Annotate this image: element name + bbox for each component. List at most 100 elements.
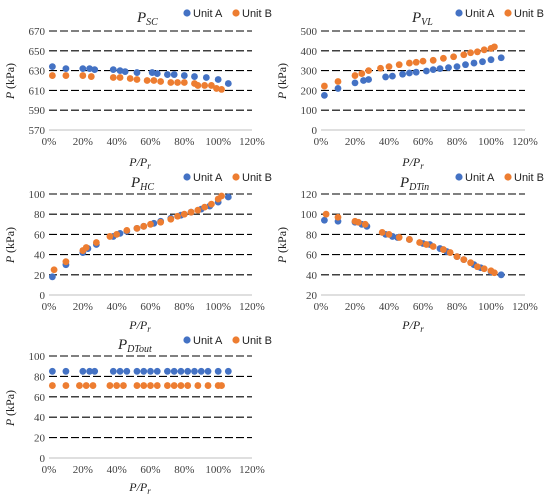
data-point-unit-a <box>79 65 87 73</box>
data-point-unit-b <box>201 82 209 89</box>
data-point-unit-a <box>321 91 328 99</box>
data-point-unit-b <box>467 259 474 267</box>
x-tick-label: 0% <box>42 464 57 476</box>
x-tick-label: 60% <box>140 464 160 476</box>
x-tick-label: 120% <box>512 136 538 148</box>
data-point-unit-b <box>79 72 87 79</box>
data-point-unit-a <box>497 54 505 62</box>
data-point-unit-b <box>385 231 393 238</box>
legend-marker <box>183 336 191 344</box>
x-tick-label: 100% <box>205 464 231 476</box>
y-tick-label: 100 <box>29 351 46 363</box>
x-tick-label: 60% <box>413 301 433 313</box>
legend-marker <box>183 9 191 17</box>
data-point-unit-b <box>48 382 56 389</box>
data-point-unit-b <box>440 246 447 253</box>
data-point-unit-a <box>365 76 372 83</box>
x-tick-label: 20% <box>345 301 365 313</box>
data-point-unit-a <box>133 367 141 375</box>
data-point-unit-b <box>62 258 70 266</box>
data-point-unit-b <box>177 382 185 389</box>
data-point-unit-a <box>153 70 161 77</box>
data-point-unit-b <box>167 79 175 86</box>
data-point-unit-b <box>322 210 330 218</box>
data-point-unit-a <box>224 367 232 375</box>
data-point-unit-a <box>164 367 171 375</box>
y-tick-label: 60 <box>306 250 318 262</box>
data-point-unit-b <box>378 228 386 236</box>
data-point-unit-b <box>416 239 423 246</box>
data-point-unit-a <box>202 74 210 81</box>
y-axis-label: P (kPa) <box>275 227 289 264</box>
legend-marker <box>232 9 240 17</box>
chart-panel-dtout: 0 20 40 60 80 100 0% 20% 40% 60% 80% 100% 120% PDTout… <box>3 335 272 496</box>
data-point-unit-a <box>177 367 185 375</box>
legend-marker <box>455 173 463 181</box>
y-tick-label: 20 <box>306 290 318 302</box>
chart-panel-hc: 0 20 40 60 80 100 0% 20% 40% 60% 80% 100% 120% PHC Uni… <box>3 172 272 334</box>
data-point-unit-a <box>412 68 420 76</box>
data-point-unit-a <box>462 61 469 69</box>
data-point-unit-b <box>406 236 413 243</box>
data-point-unit-a <box>334 85 342 92</box>
y-tick-label: 60 <box>34 229 46 241</box>
data-point-unit-a <box>453 63 461 71</box>
data-point-unit-b <box>170 382 178 389</box>
chart-title: PSC <box>136 10 158 28</box>
x-axis-label: P/Pr <box>128 155 151 171</box>
y-tick-label: 300 <box>301 66 318 78</box>
data-point-unit-a <box>48 367 56 375</box>
y-tick-label: 650 <box>29 46 46 58</box>
data-point-unit-b <box>50 266 58 274</box>
y-tick-label: 80 <box>34 209 46 221</box>
data-point-unit-b <box>429 243 437 250</box>
y-tick-label: 100 <box>29 189 46 201</box>
data-point-unit-b <box>150 77 158 84</box>
y-tick-label: 570 <box>29 125 46 137</box>
data-point-unit-a <box>147 367 154 375</box>
data-point-unit-b <box>334 78 342 85</box>
chart-title: PVL <box>411 10 433 28</box>
y-axis-label: P (kPa) <box>3 227 17 264</box>
data-point-unit-b <box>180 210 188 218</box>
x-tick-label: 20% <box>73 301 93 313</box>
data-point-unit-b <box>143 77 151 84</box>
y-tick-label: 610 <box>29 85 46 97</box>
y-tick-label: 0 <box>312 125 318 137</box>
data-point-unit-a <box>140 367 148 375</box>
legend-label: Unit A <box>465 172 495 184</box>
data-point-unit-a <box>479 58 486 66</box>
x-tick-label: 120% <box>239 136 265 148</box>
data-point-unit-a <box>170 71 178 78</box>
data-point-unit-b <box>194 382 202 389</box>
data-point-unit-a <box>62 65 70 73</box>
y-tick-label: 200 <box>301 85 318 97</box>
data-point-unit-a <box>116 367 124 375</box>
data-point-unit-b <box>82 382 90 389</box>
legend-marker <box>232 173 240 181</box>
legend-marker <box>183 173 191 181</box>
x-tick-label: 0% <box>42 136 57 148</box>
data-point-unit-b <box>133 76 141 83</box>
x-tick-label: 100% <box>205 136 231 148</box>
data-point-unit-a <box>214 76 222 83</box>
data-point-unit-a <box>48 273 56 281</box>
data-point-unit-b <box>147 382 154 389</box>
data-point-unit-b <box>133 382 141 389</box>
legend-label: Unit B <box>514 172 544 184</box>
data-point-unit-b <box>92 239 100 246</box>
y-tick-label: 0 <box>40 290 46 302</box>
x-tick-label: 20% <box>345 136 365 148</box>
data-point-unit-a <box>86 367 93 375</box>
chart-panel-vl: 0 100 200 300 400 500 0% 20% 40% 60% 80% 100% 120% PV… <box>275 8 544 171</box>
data-point-unit-b <box>180 79 188 86</box>
data-point-unit-b <box>480 265 488 273</box>
data-point-unit-b <box>194 82 202 89</box>
data-point-unit-b <box>491 43 498 51</box>
x-tick-label: 40% <box>379 301 399 313</box>
y-tick-label: 80 <box>34 371 46 383</box>
y-tick-label: 100 <box>301 209 318 221</box>
data-point-unit-b <box>174 212 181 220</box>
y-tick-label: 60 <box>34 392 46 404</box>
data-point-unit-a <box>79 367 87 375</box>
